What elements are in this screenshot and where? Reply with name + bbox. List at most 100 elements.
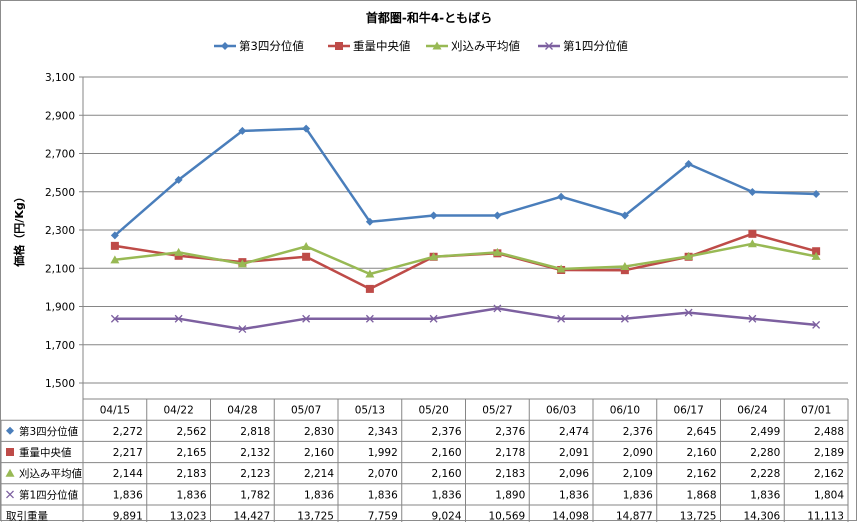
x-tick-label: 05/27 xyxy=(482,405,512,417)
data-point xyxy=(748,187,757,196)
data-label: 1,836 xyxy=(368,489,398,501)
data-label: 2,091 xyxy=(559,447,589,459)
x-tick-label: 06/24 xyxy=(737,405,768,417)
legend-item: 第1四分位値 xyxy=(538,39,628,53)
data-label: 2,090 xyxy=(623,447,653,459)
data-point xyxy=(556,264,566,273)
data-point xyxy=(492,247,502,256)
data-point xyxy=(429,252,439,261)
data-label: 14,098 xyxy=(552,511,589,522)
x-tick-label: 04/28 xyxy=(227,405,257,417)
legend-item: 第3四分位値 xyxy=(214,39,304,53)
data-label: 2,109 xyxy=(623,468,653,480)
data-label: 2,070 xyxy=(368,468,398,480)
series-line xyxy=(114,232,817,291)
data-label: 2,132 xyxy=(240,447,270,459)
y-tick-label: 2,700 xyxy=(45,149,75,161)
data-table: 04/15 04/22 04/28 05/07 05/13 05/20 05/27 06/03… xyxy=(1,383,849,522)
legend-marker xyxy=(545,42,553,50)
y-tick-label: 2,500 xyxy=(45,187,75,199)
data-label: 2,160 xyxy=(431,447,461,459)
data-point xyxy=(302,314,311,323)
series-4 xyxy=(110,304,821,334)
series-3 xyxy=(110,239,821,278)
data-label: 14,306 xyxy=(744,511,781,522)
data-label: 1,836 xyxy=(559,489,589,501)
data-point xyxy=(429,314,438,323)
table-legend-marker xyxy=(5,468,15,477)
x-tick-label: 04/15 xyxy=(100,405,130,417)
data-point xyxy=(684,251,694,260)
table-row: 第3四分位値 2,272 2,562 2,818 2,830 2,343 2,376 2,37… xyxy=(6,425,844,438)
data-label: 2,830 xyxy=(304,426,334,438)
table-row-label: 取引重量 xyxy=(6,510,48,522)
data-label: 2,160 xyxy=(686,447,716,459)
table-row-label: 第1四分位値 xyxy=(19,488,79,501)
data-label: 1,836 xyxy=(623,489,653,501)
data-point xyxy=(620,266,629,275)
data-label: 2,189 xyxy=(814,447,844,459)
chart-title: 首都圏-和牛4-ともばら xyxy=(366,10,492,25)
data-label: 2,162 xyxy=(686,468,716,480)
data-label: 2,343 xyxy=(368,426,398,438)
series-2 xyxy=(110,229,821,293)
data-point xyxy=(811,251,821,260)
y-axis: 1,500 1,700 1,900 2,100 2,300 2,500 2,700 2,900… xyxy=(45,72,84,390)
data-label: 2,217 xyxy=(113,447,143,459)
data-label: 1,836 xyxy=(750,489,780,501)
series-line xyxy=(114,127,817,237)
series-1 xyxy=(110,124,821,240)
data-label: 1,836 xyxy=(304,489,334,501)
table-row: 第1四分位値 1,836 1,836 1,782 1,836 1,836 1,836 1,89… xyxy=(6,488,844,501)
legend: 第3四分位値 重量中央値 刈込み平均値 第1四分位値 xyxy=(214,39,628,53)
x-tick-label: 04/22 xyxy=(163,405,193,417)
data-point xyxy=(302,124,311,133)
data-point xyxy=(302,252,311,261)
data-label: 1,992 xyxy=(368,447,398,459)
data-label: 2,160 xyxy=(304,447,334,459)
data-label: 2,228 xyxy=(750,468,780,480)
legend-label: 第1四分位値 xyxy=(563,39,628,53)
y-tick-label: 1,700 xyxy=(45,340,75,352)
data-label: 13,023 xyxy=(170,511,207,522)
table-row: 刈込み平均値 2,144 2,183 2,123 2,214 2,070 2,160 2,18… xyxy=(5,467,844,480)
data-point xyxy=(493,304,502,313)
data-label: 11,113 xyxy=(807,511,844,522)
data-point xyxy=(365,284,374,293)
data-label: 2,123 xyxy=(240,468,270,480)
data-point xyxy=(110,241,119,250)
table-row: 取引重量 9,891 13,023 14,427 13,725 7,759 9,024 10,… xyxy=(6,510,844,522)
data-label: 2,376 xyxy=(431,426,461,438)
data-point xyxy=(748,314,757,323)
x-tick-label: 06/17 xyxy=(673,405,703,417)
data-point xyxy=(110,314,119,323)
data-point xyxy=(429,211,438,220)
x-tick-label: 05/20 xyxy=(418,405,448,417)
data-label: 2,162 xyxy=(814,468,844,480)
data-point xyxy=(301,241,311,250)
data-label: 2,645 xyxy=(686,426,716,438)
data-label: 2,096 xyxy=(559,468,589,480)
data-label: 1,782 xyxy=(240,489,270,501)
data-point xyxy=(557,192,566,201)
legend-marker xyxy=(221,42,229,50)
x-tick-label: 07/01 xyxy=(801,405,831,417)
y-tick-label: 2,100 xyxy=(45,263,75,275)
x-tick-label: 06/03 xyxy=(546,405,576,417)
legend-label: 重量中央値 xyxy=(353,39,411,53)
data-point xyxy=(493,211,502,220)
table-row-label: 第3四分位値 xyxy=(19,425,79,438)
y-tick-label: 2,900 xyxy=(45,110,75,122)
data-label: 2,165 xyxy=(176,447,206,459)
data-label: 1,868 xyxy=(686,489,716,501)
data-label: 2,178 xyxy=(495,447,525,459)
data-point xyxy=(174,175,183,184)
data-point xyxy=(684,308,693,317)
data-point xyxy=(812,247,821,256)
data-label: 2,183 xyxy=(176,468,206,480)
data-point xyxy=(684,160,693,169)
y-tick-label: 2,300 xyxy=(45,225,75,237)
data-label: 1,836 xyxy=(431,489,461,501)
data-label: 2,160 xyxy=(431,468,461,480)
